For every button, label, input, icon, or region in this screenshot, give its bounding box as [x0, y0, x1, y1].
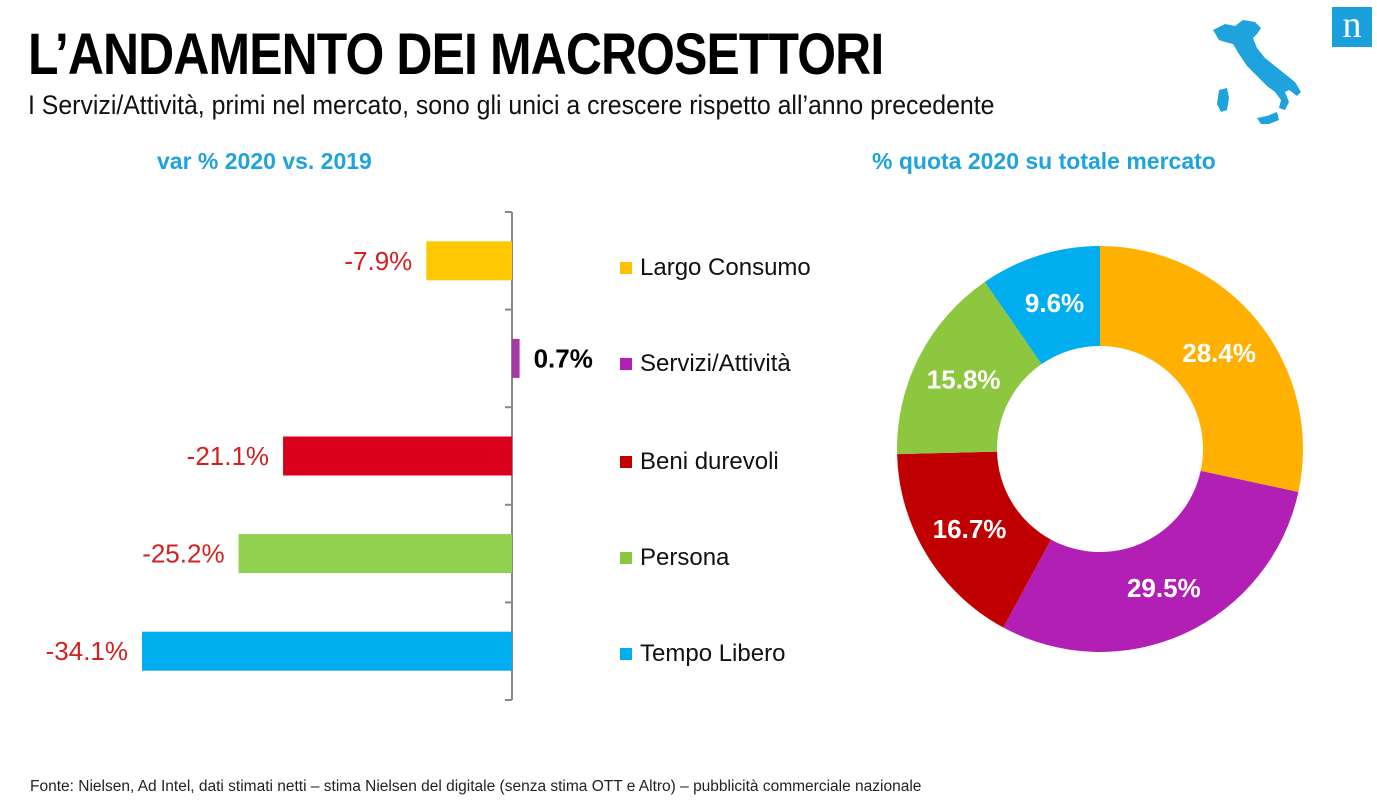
bar-data-label: -21.1% — [187, 441, 269, 471]
legend-label: Largo Consumo — [640, 254, 811, 281]
donut-slice-tempo-libero — [984, 245, 1100, 365]
bar-chart-title: var % 2020 vs. 2019 — [157, 148, 372, 174]
legend-swatch — [620, 648, 632, 660]
donut-data-label: 15.8% — [927, 365, 1001, 395]
legend-swatch — [620, 552, 632, 564]
donut-data-label: 29.5% — [1127, 573, 1201, 603]
legend-swatch — [620, 358, 632, 370]
italy-map-icon — [1213, 20, 1301, 124]
legend-label: Persona — [640, 544, 730, 571]
legend-label: Servizi/Attività — [640, 350, 791, 377]
bar-largo-consumo — [426, 241, 512, 281]
bar-data-label: 0.7% — [534, 343, 593, 373]
nielsen-logo: n — [1332, 6, 1372, 47]
source-footnote: Fonte: Nielsen, Ad Intel, dati stimati n… — [30, 778, 922, 795]
bar-data-label: -25.2% — [142, 539, 224, 569]
bar-tempo-libero — [142, 631, 512, 671]
donut-data-label: 9.6% — [1025, 288, 1084, 318]
bar-persona — [238, 534, 512, 574]
donut-slice-largo-consumo — [1100, 246, 1303, 493]
legend-item: Persona — [620, 543, 729, 573]
donut-data-label: 28.4% — [1182, 338, 1256, 368]
bar-chart: -7.9% 0.7% -21.1% -25.2% -34.1% — [46, 211, 593, 701]
donut-chart: 28.4% 29.5% 16.7% 15.8% 9.6% — [897, 245, 1303, 652]
legend-item: Beni durevoli — [620, 447, 779, 477]
legend-label: Tempo Libero — [640, 640, 786, 667]
donut-slice-persona — [897, 281, 1042, 455]
bar-servizi-attivit- — [512, 338, 520, 378]
donut-slice-servizi-attivit- — [1003, 470, 1299, 652]
page-subtitle: I Servizi/Attività, primi nel mercato, s… — [28, 90, 995, 120]
bar-beni-durevoli — [283, 436, 512, 476]
legend-label: Beni durevoli — [640, 448, 779, 475]
donut-slice-beni-durevoli — [897, 451, 1051, 628]
donut-data-label: 16.7% — [933, 514, 1007, 544]
donut-chart-title: % quota 2020 su totale mercato — [872, 148, 1216, 174]
bar-data-label: -7.9% — [344, 246, 412, 276]
legend-item: Largo Consumo — [620, 253, 811, 283]
legend-swatch — [620, 456, 632, 468]
legend-swatch — [620, 262, 632, 274]
bar-data-label: -34.1% — [46, 636, 128, 666]
legend-item: Servizi/Attività — [620, 349, 791, 379]
legend-item: Tempo Libero — [620, 639, 785, 669]
page-title: L’ANDAMENTO DEI MACROSETTORI — [28, 22, 884, 87]
